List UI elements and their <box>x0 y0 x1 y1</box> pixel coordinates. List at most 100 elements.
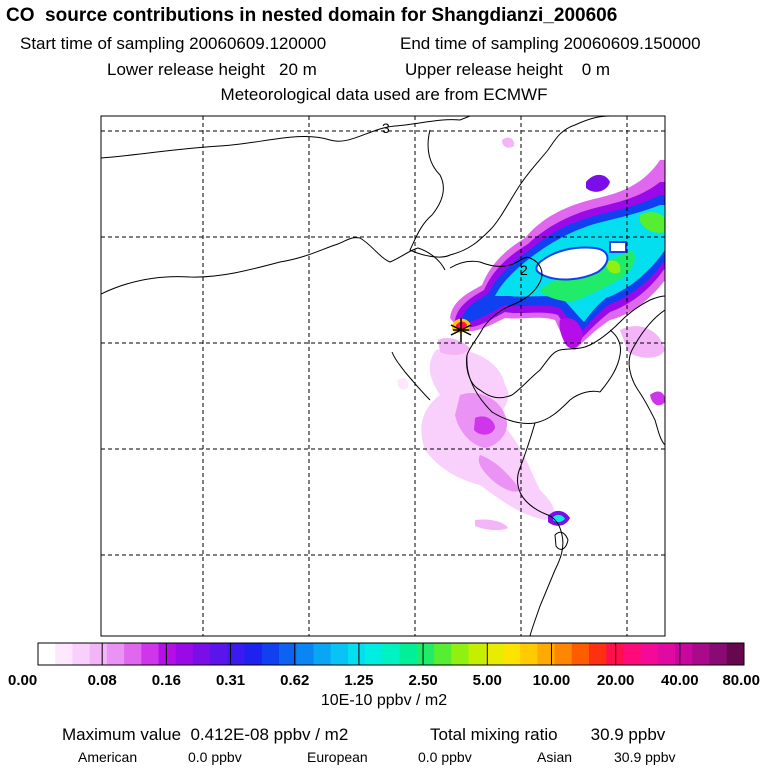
colorbar-swatch <box>675 643 693 665</box>
contour-plume-green2 <box>640 212 665 233</box>
colorbar-swatch <box>55 643 73 665</box>
colorbar-swatch <box>657 643 676 665</box>
colorbar-swatch <box>124 643 142 665</box>
coast-korea-west <box>599 329 621 393</box>
upper-release-label: Upper release height 0 m <box>405 60 611 79</box>
colorbar-tick-label: 0.16 <box>152 672 181 689</box>
colorbar-swatch <box>296 643 315 665</box>
coast-east-china <box>517 422 564 636</box>
contour-layer <box>397 137 665 531</box>
contour-plume-south-lobe <box>559 318 583 349</box>
colorbar-swatch <box>72 643 91 665</box>
colorbar-swatch <box>106 643 125 665</box>
colorbar-swatch <box>261 643 280 665</box>
chart-title: CO source contributions in nested domain… <box>6 5 618 26</box>
colorbar-swatch <box>520 643 538 665</box>
colorbar-tick-label: 80.00 <box>722 672 760 689</box>
colorbar-swatch <box>279 643 297 665</box>
colorbar-swatch <box>158 643 177 665</box>
colorbar-swatch <box>726 643 745 665</box>
coast-korea-north <box>409 116 611 258</box>
contour-receptor-outer <box>438 337 470 356</box>
total-mixing-label: Total mixing ratio 30.9 ppbv <box>430 725 666 744</box>
colorbar-swatch <box>502 643 521 665</box>
colorbar-swatch <box>537 643 556 665</box>
coast-korea-east <box>628 309 665 446</box>
colorbar-swatch <box>365 643 383 665</box>
colorbar-swatch <box>416 643 435 665</box>
colorbar-tick-label: 1.25 <box>344 672 373 689</box>
contour-label-2: 2 <box>520 262 528 278</box>
colorbar-swatch <box>347 643 366 665</box>
region-european-value: 0.0 ppbv <box>418 749 472 765</box>
region-european-name: European <box>307 749 368 765</box>
colorbar-swatch <box>571 643 590 665</box>
contour-east-light <box>620 326 665 358</box>
colorbar-swatch <box>623 643 642 665</box>
border-mongolia <box>101 237 446 295</box>
colorbar-tick-label: 20.00 <box>597 672 635 689</box>
contour-north-wisp <box>502 137 515 148</box>
colorbar-swatch <box>451 643 469 665</box>
colorbar-swatch <box>38 643 56 665</box>
colorbar-tick-labels: 0.00 0.08 0.16 0.31 0.62 1.25 2.50 5.00 10.00 20.… <box>8 672 760 689</box>
colorbar-tick-label: 40.00 <box>661 672 699 689</box>
colorbar-swatch <box>382 643 401 665</box>
colorbar-swatch <box>175 643 194 665</box>
region-asian-value: 30.9 ppbv <box>614 749 676 765</box>
colorbar <box>37 642 745 666</box>
contour-plume-yellowgreen <box>606 260 621 274</box>
start-time-label: Start time of sampling 20060609.120000 <box>20 34 327 53</box>
colorbar-swatch <box>227 643 246 665</box>
coastlines <box>101 116 665 636</box>
met-data-label: Meteorological data used are from ECMWF <box>220 85 548 104</box>
region-american-value: 0.0 ppbv <box>188 749 242 765</box>
map-frame <box>100 115 666 637</box>
region-asian-name: Asian <box>537 749 573 765</box>
contour-east-wisp <box>650 391 665 406</box>
end-time-label: End time of sampling 20060609.150000 <box>400 34 701 53</box>
colorbar-swatch <box>244 643 263 665</box>
colorbar-swatch <box>141 643 160 665</box>
coast-island <box>554 531 569 550</box>
colorbar-swatch <box>554 643 573 665</box>
contour-south-inner <box>474 416 495 435</box>
contour-label-3: 3 <box>382 120 390 136</box>
colorbar-tick-label: 0.31 <box>216 672 245 689</box>
colorbar-tick-label: 10.00 <box>533 672 571 689</box>
colorbar-swatch <box>330 643 349 665</box>
colorbar-swatch <box>709 643 728 665</box>
colorbar-swatch <box>89 643 108 665</box>
colorbar-tick-label: 0.08 <box>88 672 117 689</box>
colorbar-tick-label: 2.50 <box>408 672 437 689</box>
colorbar-tick-label: 5.00 <box>473 672 502 689</box>
colorbar-unit-label: 10E-10 ppbv / m2 <box>320 692 448 709</box>
colorbar-tick-label: 0.62 <box>280 672 309 689</box>
colorbar-swatch <box>606 643 624 665</box>
colorbar-swatch <box>468 643 487 665</box>
contour-plume-hole <box>535 246 609 281</box>
colorbar-swatch <box>485 643 504 665</box>
border-inner <box>391 351 431 401</box>
region-american-name: American <box>78 749 138 765</box>
colorbar-swatch <box>210 643 228 665</box>
colorbar-frame <box>37 642 745 666</box>
max-value-label: Maximum value 0.412E-08 ppbv / m2 <box>62 725 349 744</box>
colorbar-swatch <box>640 643 659 665</box>
colorbar-swatch <box>399 643 418 665</box>
contour-west-wisp <box>397 377 409 390</box>
contour-plume-hole2 <box>609 241 627 253</box>
colorbar-swatch <box>434 643 452 665</box>
colorbar-swatch <box>313 643 332 665</box>
colorbar-swatch <box>589 643 607 665</box>
lower-release-label: Lower release height 20 m <box>107 60 317 79</box>
colorbar-tick-label: 0.00 <box>8 672 37 689</box>
colorbar-swatch <box>192 643 211 665</box>
receptor-star <box>450 318 472 342</box>
contour-south-tail <box>478 455 520 492</box>
grid <box>101 116 665 636</box>
contour-north-spot <box>586 174 610 192</box>
contour-south-wisp <box>475 519 508 531</box>
border-north <box>101 116 471 159</box>
